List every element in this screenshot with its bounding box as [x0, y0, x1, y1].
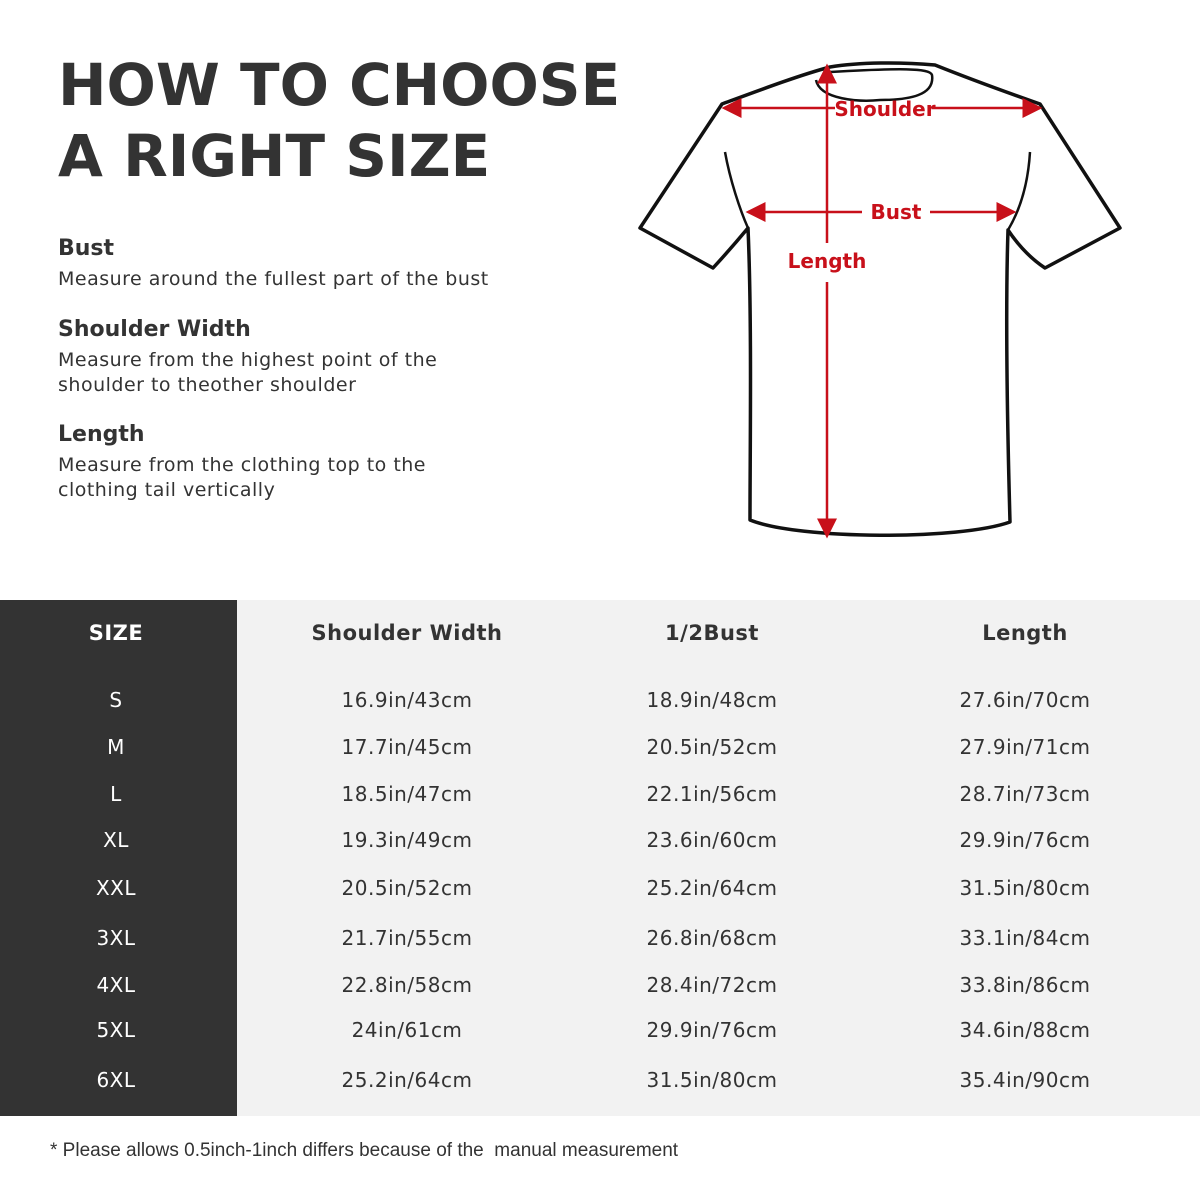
size-label: XXL: [95, 876, 137, 900]
title-line-1: HOW TO CHOOSE: [58, 51, 621, 119]
footnote: * Please allows 0.5inch-1inch differs be…: [50, 1140, 679, 1161]
column-header: Length: [982, 621, 1068, 645]
table-cell: 28.4in/72cm: [646, 973, 778, 997]
guide-text: Measure from the highest point of the: [58, 349, 438, 371]
table-cell: 23.6in/60cm: [646, 828, 778, 852]
guide-bust: Bust Measure around the fullest part of …: [58, 236, 489, 292]
size-label: M: [107, 735, 125, 759]
tshirt-diagram: Shoulder Bust Length: [638, 61, 1122, 539]
tshirt-outline: [638, 61, 1122, 537]
table-cell: 27.6in/70cm: [959, 688, 1091, 712]
table-cell: 20.5in/52cm: [341, 876, 473, 900]
table-cell: 29.9in/76cm: [646, 1018, 778, 1042]
column-header: Shoulder Width: [311, 621, 503, 645]
table-cell: 34.6in/88cm: [959, 1018, 1091, 1042]
column-header: 1/2Bust: [665, 621, 759, 645]
title-line-2: A RIGHT SIZE: [58, 122, 491, 190]
table-cell: 18.5in/47cm: [341, 782, 473, 806]
guide-heading: Bust: [58, 236, 115, 261]
guide-text: clothing tail vertically: [58, 479, 276, 501]
table-cell: 16.9in/43cm: [341, 688, 473, 712]
size-column: SIZE S M L XL XXL 3XL 4XL 5XL 6XL: [0, 600, 237, 1116]
table-cell: 22.1in/56cm: [646, 782, 778, 806]
table-cell: 22.8in/58cm: [341, 973, 473, 997]
table-cell: 19.3in/49cm: [341, 828, 473, 852]
guide-heading: Length: [58, 422, 145, 447]
table-cell: 18.9in/48cm: [646, 688, 778, 712]
guide-text: Measure from the clothing top to the: [58, 454, 426, 476]
guide-text: shoulder to theother shoulder: [58, 374, 357, 396]
table-cell: 31.5in/80cm: [959, 876, 1091, 900]
size-label: 6XL: [96, 1068, 136, 1092]
guide-text: Measure around the fullest part of the b…: [58, 268, 489, 290]
page-title: HOW TO CHOOSE A RIGHT SIZE: [58, 50, 620, 192]
table-cell: 28.7in/73cm: [959, 782, 1091, 806]
table-cell: 35.4in/90cm: [959, 1068, 1091, 1092]
size-label: 3XL: [96, 926, 136, 950]
length-label: Length: [788, 249, 867, 273]
table-cell: 20.5in/52cm: [646, 735, 778, 759]
size-label: 4XL: [96, 973, 136, 997]
table-cell: 21.7in/55cm: [341, 926, 473, 950]
table-cell: 25.2in/64cm: [646, 876, 778, 900]
table-cell: 17.7in/45cm: [341, 735, 473, 759]
guide-shoulder-width: Shoulder Width Measure from the highest …: [58, 317, 437, 398]
guide-length: Length Measure from the clothing top to …: [58, 422, 426, 503]
column-header: SIZE: [88, 621, 144, 645]
table-cell: 24in/61cm: [351, 1018, 463, 1042]
size-label: S: [109, 688, 123, 712]
size-label: XL: [103, 828, 129, 852]
size-label: 5XL: [96, 1018, 136, 1042]
table-cell: 29.9in/76cm: [959, 828, 1091, 852]
shoulder-label: Shoulder: [834, 97, 935, 121]
bust-label: Bust: [871, 200, 922, 224]
table-cell: 33.8in/86cm: [959, 973, 1091, 997]
size-label: L: [110, 782, 122, 806]
table-cell: 27.9in/71cm: [959, 735, 1091, 759]
table-cell: 33.1in/84cm: [959, 926, 1091, 950]
table-cell: 25.2in/64cm: [341, 1068, 473, 1092]
guide-heading: Shoulder Width: [58, 317, 251, 342]
size-table: SIZE S M L XL XXL 3XL 4XL 5XL 6XL Shoulder Width 1…: [0, 600, 1200, 1116]
table-cell: 31.5in/80cm: [646, 1068, 778, 1092]
table-cell: 26.8in/68cm: [646, 926, 778, 950]
